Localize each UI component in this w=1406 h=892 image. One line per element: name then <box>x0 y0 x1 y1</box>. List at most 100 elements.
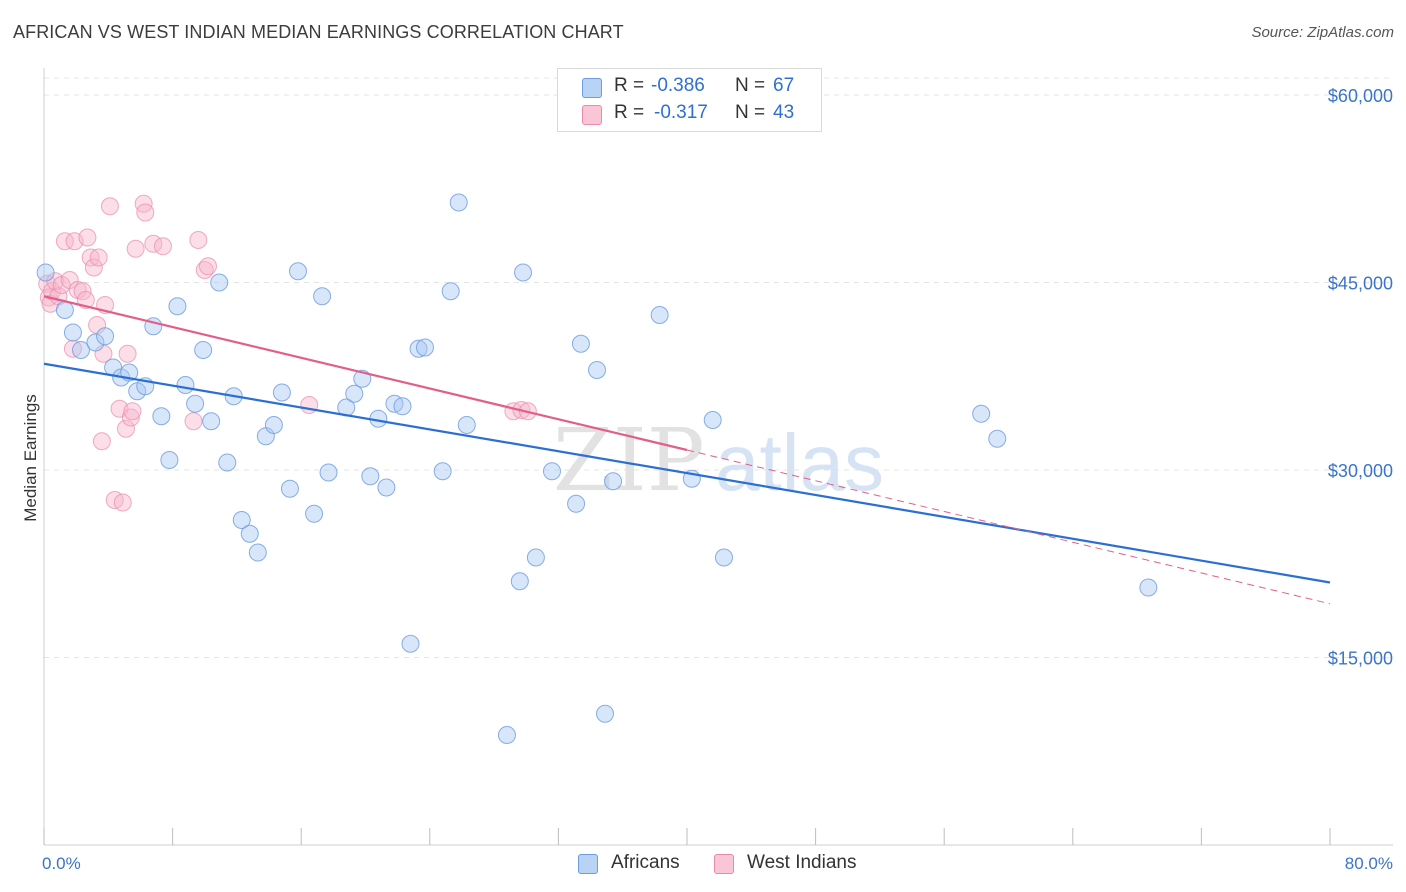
legend-westindians-label: West Indians <box>747 852 857 873</box>
african-point <box>240 524 259 543</box>
african-point <box>319 463 338 482</box>
african-point <box>186 394 205 413</box>
y-tick-label: $15,000 <box>1328 649 1393 669</box>
stats-row-africans: R = -0.386 N = 67 <box>558 75 821 99</box>
african-point <box>36 263 55 282</box>
westindian-point <box>121 408 140 427</box>
y-tick-label: $60,000 <box>1328 86 1393 106</box>
westindians-swatch <box>582 105 602 125</box>
westindian-point <box>92 432 111 451</box>
african-point <box>176 376 195 394</box>
westindians-n-label: N = <box>735 102 766 123</box>
westindian-point <box>123 402 142 421</box>
african-point <box>210 273 229 292</box>
african-point <box>587 361 606 379</box>
westindian-point <box>126 239 145 258</box>
african-point <box>361 467 380 486</box>
african-point <box>401 634 420 653</box>
y-axis-label: Median Earnings <box>21 394 40 522</box>
african-point <box>650 306 669 324</box>
african-point <box>377 478 396 497</box>
african-point <box>972 404 991 423</box>
african-point <box>202 412 221 431</box>
african-point <box>1139 578 1158 597</box>
african-point <box>272 383 291 402</box>
legend-item-africans[interactable]: Africans <box>578 852 698 876</box>
african-point <box>567 494 586 513</box>
westindian-point <box>118 344 137 363</box>
african-point <box>457 416 476 434</box>
african-point <box>542 462 561 481</box>
african-point <box>571 334 590 353</box>
african-point <box>345 384 364 403</box>
x-tick-label-min: 0.0% <box>42 854 81 873</box>
african-point <box>514 263 533 282</box>
african-point <box>497 726 516 744</box>
westindian-point <box>113 493 132 512</box>
africans-n-label: N = <box>735 75 766 96</box>
african-point <box>526 548 545 567</box>
africans-r-label: R = <box>614 75 645 96</box>
african-point <box>313 287 332 306</box>
westindian-point <box>189 231 208 249</box>
african-point <box>168 297 187 316</box>
african-point <box>218 453 237 472</box>
westindians-n-value: 43 <box>773 102 795 123</box>
chart-title: AFRICAN VS WEST INDIAN MEDIAN EARNINGS C… <box>13 22 624 42</box>
african-point <box>449 193 468 212</box>
westindian-point <box>153 237 172 256</box>
legend-westindians-swatch <box>714 854 734 874</box>
african-point <box>194 341 213 359</box>
legend-africans-swatch <box>578 854 598 874</box>
african-point <box>86 333 105 352</box>
points-layer <box>36 193 1158 744</box>
african-point <box>288 262 307 281</box>
westindian-point <box>84 258 103 277</box>
westindian-point <box>198 257 217 276</box>
x-tick-label-max: 80.0% <box>1345 854 1393 873</box>
african-point <box>714 548 733 567</box>
westindian-point <box>89 248 108 267</box>
african-point <box>232 511 251 529</box>
african-point <box>63 323 82 342</box>
african-point <box>441 282 460 301</box>
african-point <box>280 479 299 498</box>
african-point <box>510 572 529 591</box>
africans-n-value: 67 <box>773 75 795 96</box>
y-tick-label: $30,000 <box>1328 461 1393 481</box>
africans-swatch <box>582 78 602 98</box>
westindians-trendline-extension <box>686 449 1331 605</box>
source-label: Source: ZipAtlas.com <box>1251 24 1394 41</box>
african-point <box>152 407 171 426</box>
westindian-point <box>184 412 203 431</box>
african-point <box>433 462 452 481</box>
westindian-point <box>100 197 119 216</box>
westindian-point <box>78 228 97 247</box>
african-point <box>55 301 74 319</box>
westindians-r-label: R = <box>614 102 645 123</box>
african-point <box>703 411 722 429</box>
african-point <box>415 338 434 357</box>
axis-layer: $15,000 $30,000 $45,000 $60,000 0.0% 80.0% <box>42 68 1393 873</box>
stats-row-westindians: R = -0.317 N = 43 <box>558 102 821 126</box>
westindian-point <box>136 203 155 222</box>
westindian-point <box>116 419 135 438</box>
legend-item-westindians[interactable]: West Indians <box>714 852 874 876</box>
african-point <box>409 339 428 358</box>
african-point <box>988 429 1007 448</box>
african-point <box>305 504 324 523</box>
westindians-r-value: -0.317 <box>654 102 708 123</box>
african-point <box>96 327 115 346</box>
african-point <box>248 543 267 562</box>
y-tick-label: $45,000 <box>1328 274 1393 294</box>
watermark-zip: ZIP <box>553 411 705 511</box>
african-point <box>604 472 623 491</box>
africans-r-value: -0.386 <box>651 75 705 96</box>
westindian-point <box>55 232 74 251</box>
african-point <box>393 397 412 416</box>
stats-box: R = -0.386 N = 67 R = -0.317 N = 43 <box>557 68 822 132</box>
african-point <box>596 704 615 723</box>
trend-layer <box>43 295 1331 605</box>
africans-trendline <box>43 362 1331 584</box>
